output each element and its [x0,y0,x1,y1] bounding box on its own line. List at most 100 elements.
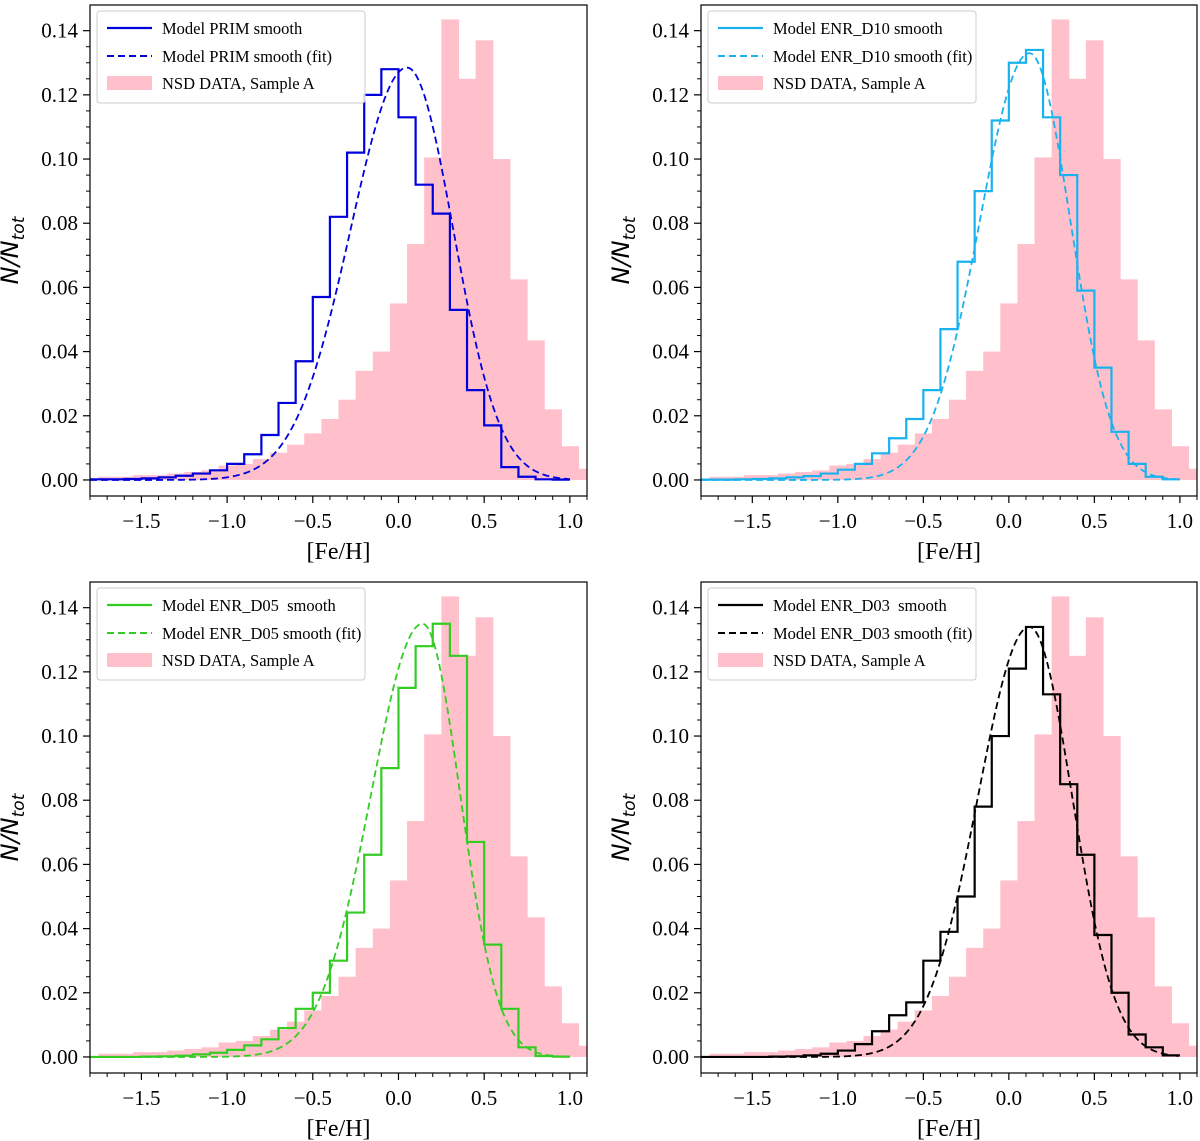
y-tick-label: 0.08 [652,788,689,812]
chart-panel-4: −1.5 −1.0 −0.5 0.0 0.5 1.0 0.00 0.02 0.04 0.06 0.0… [607,581,1198,1141]
data-hist-bar [1171,1023,1190,1057]
axes-frame [700,4,1198,497]
data-hist-bar [304,1010,322,1057]
x-tick-label: −0.5 [294,509,332,533]
data-hist-bar [167,1050,185,1057]
y-tick-label: 0.02 [652,981,689,1005]
y-tick-label: 0.06 [652,852,689,876]
y-tick-label: 0.02 [41,981,78,1005]
x-tick-label: −1.0 [819,1086,857,1110]
plot-area [701,19,1197,481]
legend-entry: Model ENR_D10 smooth (fit) [773,47,972,66]
data-hist-bar [201,470,220,480]
y-tick-label: 0.06 [41,852,78,876]
data-hist-bar [846,463,865,480]
fit-curve-line [90,622,570,1058]
data-hist-bar [458,78,477,480]
plot-area [90,596,587,1059]
data-hist-bar [897,444,916,480]
data-hist-bar [1085,617,1104,1057]
data-hist-bar [812,1047,830,1057]
data-hist-bar [743,475,762,480]
legend-box [707,587,977,681]
x-tick-label: −0.5 [904,509,942,533]
data-hist-bar [897,1021,916,1057]
x-tick-label: −1.5 [733,509,771,533]
data-hist-bar [1154,409,1172,480]
y-tick-label: 0.14 [41,19,78,43]
data-hist-bar [235,463,254,480]
data-hist-bar [218,465,237,480]
data-hist-bar [492,159,511,480]
legend-entry: Model PRIM smooth (fit) [162,47,332,66]
y-tick-label: 0.00 [652,1045,689,1069]
chart-panel-1: −1.5 −1.0 −0.5 0.0 0.5 1.0 0.00 0.02 0.04 0.06 0.0… [0,4,588,565]
data-hist-bar [931,418,950,480]
data-hist-bar [1034,734,1053,1057]
x-tick-label: −1.0 [208,1086,246,1110]
legend-box [707,10,977,104]
data-hist-bar [561,446,580,480]
y-axis-label-main: N/N [0,240,24,284]
legend-entry: Model ENR_D03 smooth (fit) [773,624,972,643]
data-hist-bar [1085,40,1104,480]
y-tick-label: 0.04 [41,340,78,364]
legend-handle-data [718,653,763,667]
x-tick-label: 0.5 [1081,1086,1107,1110]
data-hist-bar [983,928,1001,1057]
x-tick-label: 0.0 [996,1086,1022,1110]
data-hist-bar [1188,468,1197,480]
fit-curve-line [90,66,570,481]
y-tick-label: 0.04 [652,917,689,941]
legend-entry: NSD DATA, Sample A [162,74,315,93]
data-hist-bar [509,279,528,480]
data-hist-bar [184,1048,202,1057]
data-hist-bar [561,1023,580,1057]
x-axis-label: [Fe/H] [917,539,981,565]
data-hist-bar [527,340,545,480]
axes-frame [700,581,1198,1074]
plot-area [701,596,1197,1059]
y-axis-label: N/Ntot [607,215,640,284]
y-tick-label: 0.08 [652,211,689,235]
y-tick-label: 0.00 [652,468,689,492]
legend-entry: Model ENR_D05 smooth [162,596,336,615]
x-tick-label: −1.5 [122,509,160,533]
y-axis-label-main: N/N [607,240,635,284]
axes-frame [89,581,588,1074]
x-axis-label: [Fe/H] [307,1116,371,1141]
data-hist-bar [321,995,340,1057]
y-tick-label: 0.10 [652,147,689,171]
x-tick-label: −0.5 [904,1086,942,1110]
data-hist-bar [115,1053,134,1057]
data-hist-bar [492,736,511,1057]
data-hist-bar [252,1036,271,1057]
y-axis-label-subscript: tot [9,792,29,817]
data-hist-bar [287,444,305,480]
legend-entry: Model ENR_D03 smooth [773,596,947,615]
legend-handle-data [718,76,763,90]
data-hist-bar [966,370,984,480]
y-tick-label: 0.04 [652,340,689,364]
fit-curve-line [701,626,1180,1058]
y-tick-label: 0.12 [652,660,689,684]
legend-entry: Model ENR_D10 smooth [773,19,943,38]
data-hist-bar [966,947,984,1057]
chart-panel-3: −1.5 −1.0 −0.5 0.0 0.5 1.0 0.00 0.02 0.04 0.06 0.0… [0,581,588,1141]
data-hist-bar [1068,655,1087,1057]
y-axis-label-main: N/N [607,817,635,861]
y-tick-label: 0.06 [652,275,689,299]
y-tick-label: 0.12 [652,83,689,107]
chart-panel-2: −1.5 −1.0 −0.5 0.0 0.5 1.0 0.00 0.02 0.04 0.06 0.0… [607,4,1198,565]
y-tick-label: 0.12 [41,660,78,684]
y-tick-label: 0.14 [652,19,689,43]
x-tick-label: 0.5 [471,509,497,533]
data-hist-bar [287,1021,305,1057]
data-hist-bar [777,1050,796,1057]
data-hist-bar [1137,917,1155,1057]
data-hist-bar [475,617,494,1057]
data-hist-bar [1034,157,1053,480]
y-tick-label: 0.14 [41,596,78,620]
x-tick-label: −1.0 [208,509,246,533]
y-axis-label: N/Ntot [0,792,29,861]
